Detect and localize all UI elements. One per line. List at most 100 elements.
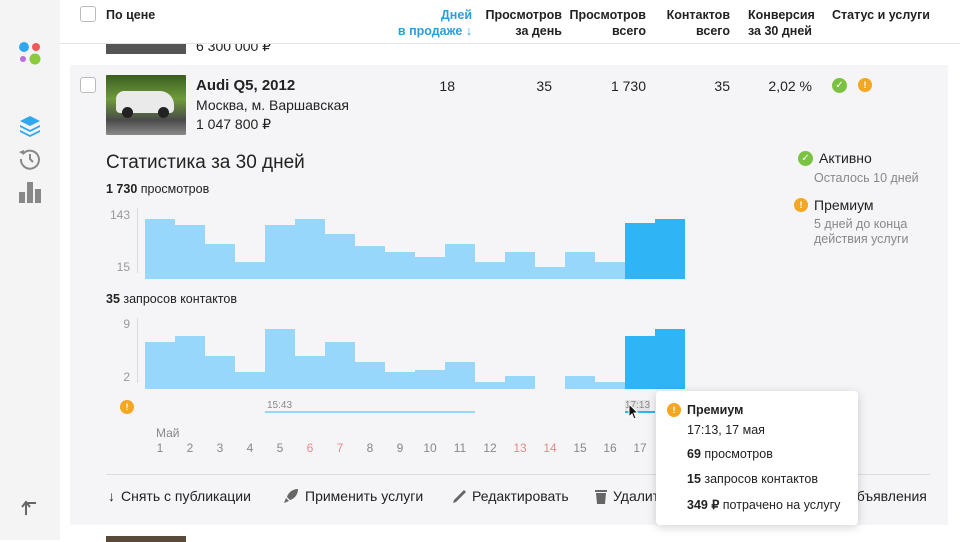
col-conversion[interactable]: Конверсия за 30 дней: [748, 8, 815, 38]
timeline-end-time[interactable]: 17:13: [625, 400, 651, 411]
divider: [106, 474, 930, 475]
chart-bar[interactable]: [295, 355, 325, 389]
chart-bar[interactable]: [295, 219, 325, 279]
chart-bar[interactable]: [385, 372, 415, 389]
day-label: 8: [366, 441, 374, 455]
day-label: 13: [513, 441, 527, 455]
chart-bar[interactable]: [175, 224, 205, 279]
col-contacts-total[interactable]: Контактов всего: [666, 8, 730, 38]
status-premium: ! Премиум: [794, 197, 874, 213]
chart-bar[interactable]: [205, 243, 235, 279]
chart-bar[interactable]: [445, 243, 475, 279]
tooltip-title: Премиум: [687, 403, 744, 417]
apply-services-button[interactable]: Применить услуги: [283, 488, 423, 504]
col-views-day[interactable]: Просмотров за день: [485, 8, 562, 38]
views-total: 1 730: [610, 78, 646, 94]
chart-bar[interactable]: [175, 335, 205, 389]
chart-bar[interactable]: [505, 252, 535, 279]
col-views-total[interactable]: Просмотров всего: [569, 8, 646, 38]
more-actions-button[interactable]: объявления: [849, 488, 927, 504]
chart-bar[interactable]: [505, 375, 535, 389]
check-icon: ✓: [798, 150, 813, 166]
contacts-total: 35: [714, 78, 730, 94]
chart-bar[interactable]: [475, 382, 505, 389]
contacts-summary: 35 запросов контактов: [106, 292, 237, 306]
chart-bar[interactable]: [655, 219, 685, 279]
chart-bar[interactable]: [145, 219, 175, 279]
day-label: 12: [483, 441, 497, 455]
day-label: 9: [396, 441, 404, 455]
premium-icon[interactable]: !: [858, 78, 872, 92]
active-remaining: Осталось 10 дней: [814, 171, 919, 185]
collapse-back-icon[interactable]: [20, 497, 40, 517]
layers-icon[interactable]: [18, 114, 42, 138]
listing-checkbox[interactable]: [80, 77, 96, 93]
day-label: 1: [156, 441, 164, 455]
arrow-down-icon: ↓: [108, 488, 115, 504]
timeline-range-active[interactable]: [625, 411, 655, 413]
premium-timeline-icon[interactable]: !: [120, 400, 134, 414]
month-label: Май: [156, 426, 180, 440]
listing-thumbnail[interactable]: [106, 75, 186, 135]
chart-bar[interactable]: [655, 329, 685, 389]
chart-bar[interactable]: [625, 335, 655, 389]
chart-bar[interactable]: [415, 370, 445, 389]
chart-bar[interactable]: [265, 224, 295, 279]
edit-button[interactable]: Редактировать: [452, 488, 569, 504]
trash-icon: [595, 489, 607, 504]
chart-bar[interactable]: [625, 223, 655, 279]
listing-location: Москва, м. Варшавская: [196, 97, 349, 113]
chart-bar[interactable]: [235, 372, 265, 389]
active-status-icon[interactable]: ✓: [832, 78, 847, 93]
chart-bar[interactable]: [265, 329, 295, 389]
rocket-icon: [284, 489, 298, 503]
premium-medal-icon: !: [667, 403, 681, 417]
mouse-cursor-icon: [628, 403, 640, 420]
chart-bar[interactable]: [565, 252, 595, 279]
listing-title[interactable]: Audi Q5, 2012: [196, 77, 296, 94]
day-label: 15: [573, 441, 587, 455]
chart-bar[interactable]: [475, 262, 505, 279]
chart-bar[interactable]: [145, 342, 175, 389]
timeline-range[interactable]: [265, 411, 475, 413]
chart-bar[interactable]: [595, 262, 625, 279]
col-days-on-sale[interactable]: Дней в продаже ↓: [397, 8, 472, 38]
stats-icon[interactable]: [18, 180, 42, 204]
chart-bar[interactable]: [235, 262, 265, 279]
premium-tooltip: ! Премиум 17:13, 17 мая 69 просмотров 15…: [656, 391, 858, 525]
tooltip-contacts: 15 запросов контактов: [687, 472, 818, 486]
col-status: Статус и услуги: [832, 8, 930, 22]
logo-icon[interactable]: [17, 40, 43, 66]
select-all-checkbox[interactable]: [80, 6, 96, 22]
chart-bar[interactable]: [355, 246, 385, 279]
premium-medal-icon: !: [794, 198, 808, 212]
tooltip-views: 69 просмотров: [687, 447, 773, 461]
y-tick: 143: [109, 208, 130, 222]
next-listing-thumbnail[interactable]: [106, 536, 186, 542]
views-summary: 1 730 просмотров: [106, 182, 210, 196]
sidebar: [0, 0, 60, 540]
views-per-day: 35: [536, 78, 552, 94]
chart-bar[interactable]: [445, 362, 475, 389]
chart-bar[interactable]: [535, 267, 565, 279]
chart-bar[interactable]: [385, 252, 415, 279]
delete-button[interactable]: Удалить: [595, 488, 666, 504]
tooltip-datetime: 17:13, 17 мая: [687, 423, 765, 437]
chart-bar[interactable]: [205, 355, 235, 389]
sort-by-price[interactable]: По цене: [106, 8, 156, 22]
stats-title: Статистика за 30 дней: [106, 152, 305, 173]
chart-bar[interactable]: [415, 257, 445, 279]
history-icon[interactable]: [18, 147, 42, 171]
y-axis: [137, 208, 138, 273]
chart-bar[interactable]: [355, 362, 385, 389]
table-header: По цене Дней в продаже ↓ Просмотров за ден…: [60, 0, 960, 44]
unpublish-button[interactable]: ↓ Снять с публикации: [108, 488, 251, 504]
status-active: ✓ Активно: [798, 150, 872, 166]
timeline-start-time: 15:43: [267, 400, 293, 411]
chart-bar[interactable]: [325, 233, 355, 279]
chart-bar[interactable]: [595, 382, 625, 389]
day-label: 4: [246, 441, 254, 455]
chart-bar[interactable]: [565, 375, 595, 389]
conversion: 2,02 %: [768, 78, 812, 94]
chart-bar[interactable]: [325, 342, 355, 389]
